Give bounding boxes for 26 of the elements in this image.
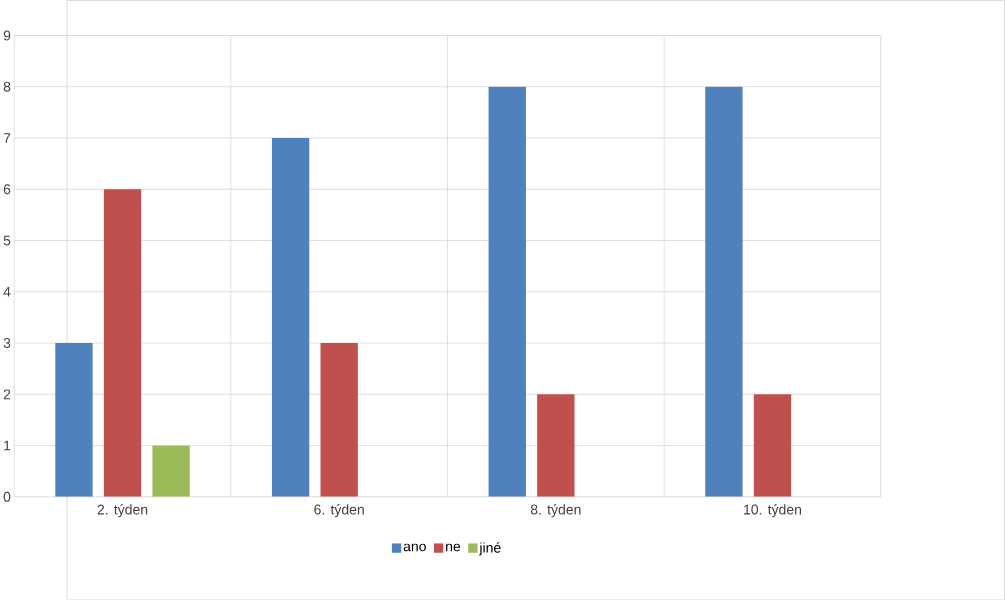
x-tick-label: 10. týden [744, 503, 802, 518]
bar [320, 342, 358, 497]
legend-label: ne [446, 543, 461, 552]
bar [705, 86, 743, 497]
y-tick-label: 7 [3, 132, 11, 143]
bar [271, 137, 310, 497]
y-tick-label: 1 [4, 440, 11, 451]
y-tick-label: 6 [3, 184, 11, 194]
y-tick-label: 4 [3, 286, 11, 297]
y-tick-label: 0 [3, 491, 11, 502]
y-tick-label: 2 [3, 389, 11, 399]
y-tick-label: 8 [3, 81, 11, 92]
legend-label: jiné [479, 542, 501, 556]
bar [753, 394, 792, 497]
bar [488, 86, 526, 497]
legend-label: ano [403, 543, 426, 552]
y-tick-label: 3 [3, 337, 11, 348]
bar [103, 189, 142, 497]
y-tick-label: 9 [3, 30, 11, 41]
bar [152, 445, 190, 497]
x-tick-label: 6. týden [314, 503, 364, 518]
bar [55, 342, 93, 497]
bar [537, 394, 575, 497]
y-tick-label: 5 [3, 235, 11, 246]
x-tick-label: 2. týden [97, 503, 148, 518]
x-tick-label: 8. týden [530, 503, 581, 518]
